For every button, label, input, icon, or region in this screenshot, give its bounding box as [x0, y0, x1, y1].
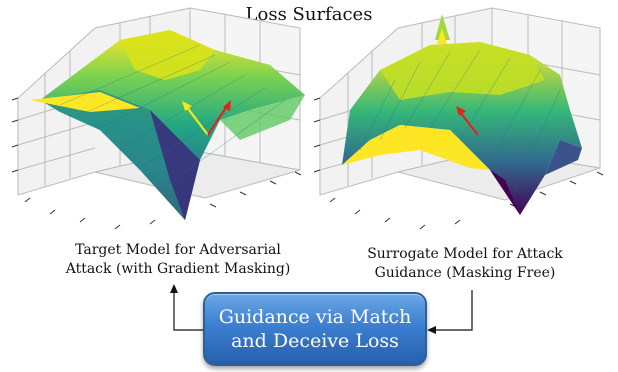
target-model-caption-line2: Attack (with Gradient Masking): [65, 261, 291, 277]
figure-title: Loss Surfaces: [245, 4, 373, 25]
surrogate-model-caption-line2: Guidance (Masking Free): [374, 265, 556, 281]
right-surface: [342, 14, 582, 215]
guidance-loss-box: Guidance via Match and Deceive Loss: [203, 292, 427, 366]
guidance-loss-line1: Guidance via Match: [218, 306, 412, 328]
left-gradient-arrows: [182, 100, 231, 136]
guidance-loss-line2: and Deceive Loss: [231, 330, 399, 352]
right-gradient-arrow: [456, 106, 479, 136]
connector-from-surrogate: [433, 290, 473, 331]
surrogate-model-caption: Surrogate Model for Attack Guidance (Mas…: [330, 245, 600, 283]
arrowhead-left-icon: [427, 326, 436, 334]
connector-to-target: [173, 292, 203, 331]
left-surface: [30, 30, 305, 220]
target-model-caption-line1: Target Model for Adversarial: [75, 242, 281, 258]
surrogate-model-caption-line1: Surrogate Model for Attack: [367, 246, 563, 262]
left-tick-marks: [11, 97, 302, 230]
target-model-caption: Target Model for Adversarial Attack (wit…: [38, 241, 318, 279]
arrowhead-up-icon: [170, 284, 178, 293]
